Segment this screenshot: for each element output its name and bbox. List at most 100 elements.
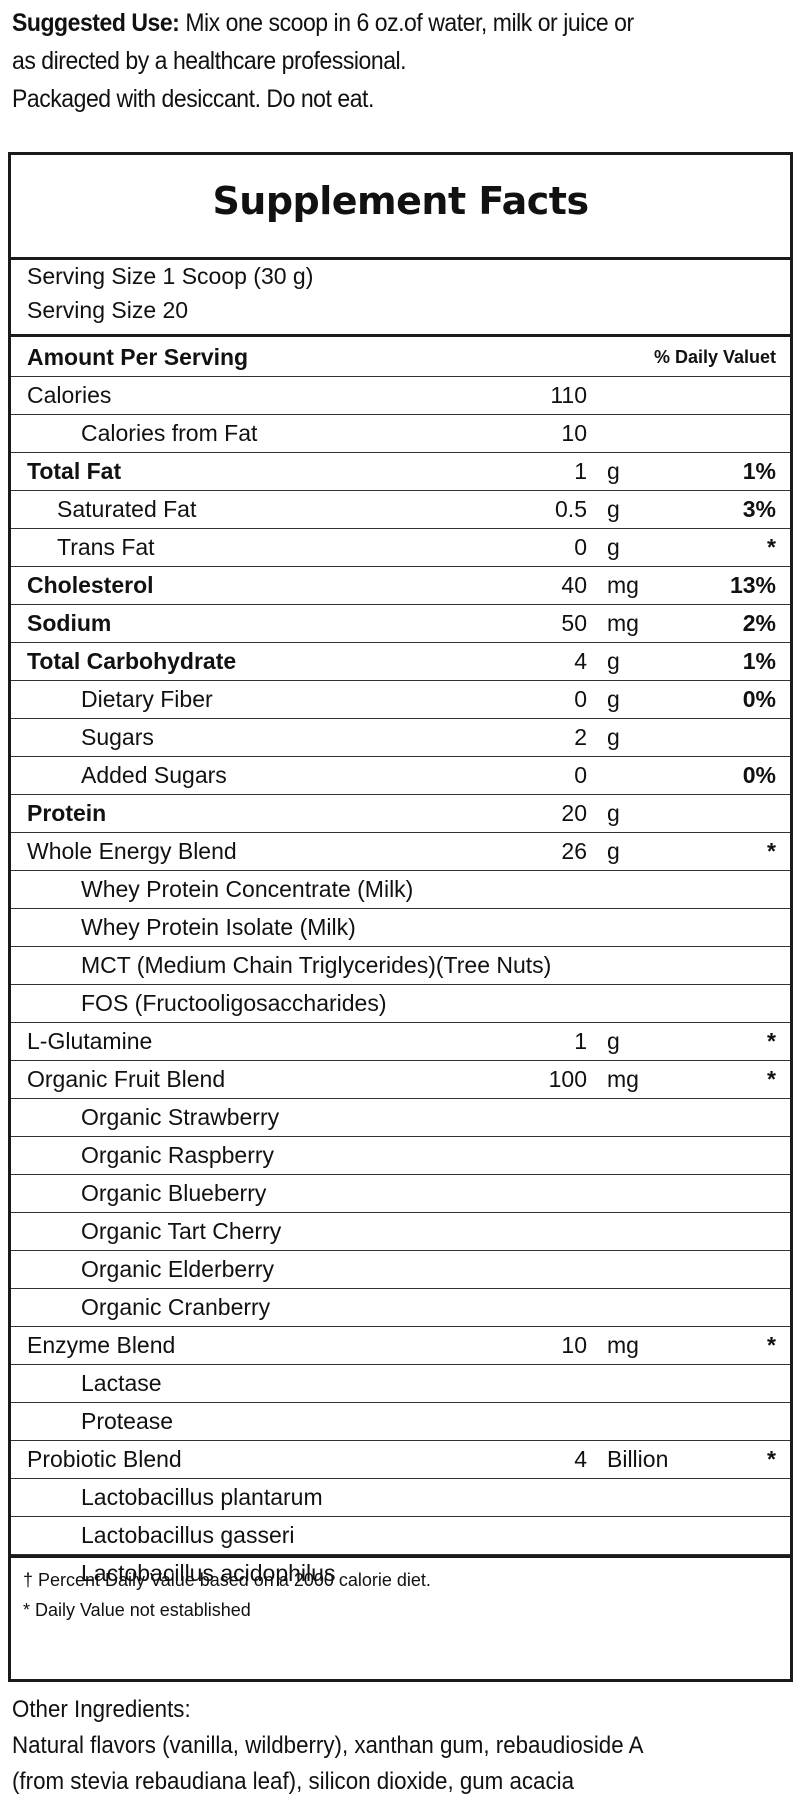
nutrient-name: Whey Protein Concentrate (Milk) [81,876,414,902]
amount-per-serving-label: Amount Per Serving [27,344,249,370]
nutrient-unit: g [607,496,620,522]
nutrient-daily-value: 0% [742,686,776,712]
nutrient-daily-value: * [767,1332,776,1358]
nutrient-amount: 50 [561,610,587,636]
nutrient-name: Lactobacillus gasseri [81,1522,295,1548]
nutrient-unit: Billion [607,1446,669,1472]
nutrient-daily-value: * [767,1066,776,1092]
nutrient-daily-value: 0% [742,762,776,788]
nutrient-name: Protease [81,1408,174,1434]
facts-row: Calories 110 [11,377,790,415]
suggested-use-label: Suggested Use: [12,9,180,37]
nutrient-name: Sodium [27,610,112,636]
facts-row: Sodium 50 mg 2% [11,605,790,643]
nutrient-name: Dietary Fiber [81,686,213,712]
nutrient-name: Whey Protein Isolate (Milk) [81,914,356,940]
footnote-percent-dv: † Percent Daily Value based on a 2000 ca… [23,1570,431,1590]
facts-row: Protease [11,1403,790,1441]
nutrient-unit: mg [607,1332,639,1358]
nutrient-daily-value: 13% [729,572,776,598]
nutrient-unit: mg [607,572,639,598]
footnote-divider [11,1555,790,1558]
nutrient-name: Protein [27,800,107,826]
facts-row: Whey Protein Concentrate (Milk) [11,871,790,909]
nutrient-name: Trans Fat [57,534,155,560]
nutrient-name: Sugars [81,724,154,750]
nutrient-unit: g [607,458,620,484]
servings-per-container: Serving Size 20 [27,297,189,323]
facts-row: Saturated Fat 0.5 g 3% [11,491,790,529]
facts-row: Lactobacillus gasseri [11,1517,790,1555]
facts-row: Organic Fruit Blend 100 mg * [11,1061,790,1099]
facts-row: Organic Blueberry [11,1175,790,1213]
nutrient-name: Lactobacillus plantarum [81,1484,323,1510]
nutrient-daily-value: * [767,1028,776,1054]
nutrient-unit: g [607,534,620,560]
nutrient-name: Added Sugars [81,762,227,788]
nutrient-amount: 20 [561,800,587,826]
suggested-use-text: Suggested Use: Mix one scoop in 6 oz.of … [12,4,730,118]
nutrient-daily-value: * [767,1446,776,1472]
nutrient-name: Organic Cranberry [81,1294,271,1320]
nutrient-amount: 100 [548,1066,587,1092]
facts-row: Organic Tart Cherry [11,1213,790,1251]
nutrient-amount: 2 [574,724,587,750]
nutrient-daily-value: * [767,838,776,864]
nutrient-name: Lactase [81,1370,162,1396]
nutrient-amount: 0 [574,762,587,788]
nutrient-name: Organic Blueberry [81,1180,267,1206]
nutrient-name: L-Glutamine [27,1028,153,1054]
facts-row: L-Glutamine 1 g * [11,1023,790,1061]
facts-row: Probiotic Blend 4 Billion * [11,1441,790,1479]
nutrient-daily-value: 3% [742,496,776,522]
nutrient-name: Saturated Fat [57,496,197,522]
nutrient-name: Organic Strawberry [81,1104,280,1130]
other-ingredients-line-1: Natural flavors (vanilla, wildberry), xa… [12,1732,644,1759]
facts-row: Lactobacillus plantarum [11,1479,790,1517]
nutrient-name: Organic Fruit Blend [27,1066,226,1092]
facts-row: Organic Cranberry [11,1289,790,1327]
nutrient-daily-value: * [767,534,776,560]
suggested-use-line-1: Suggested Use: Mix one scoop in 6 oz.of … [12,4,730,42]
nutrient-amount: 4 [574,1446,587,1472]
serving-size: Serving Size 1 Scoop (30 g) [27,263,314,289]
facts-row: Total Carbohydrate 4 g 1% [11,643,790,681]
facts-row: Cholesterol 40 mg 13% [11,567,790,605]
facts-row: Trans Fat 0 g * [11,529,790,567]
nutrient-amount: 0.5 [555,496,587,522]
other-ingredients-label: Other Ingredients: [12,1696,191,1723]
nutrient-name: Calories [27,382,112,408]
nutrient-unit: g [607,724,620,750]
nutrient-name: Organic Elderberry [81,1256,275,1282]
nutrient-unit: g [607,1028,620,1054]
nutrient-name: Total Carbohydrate [27,648,237,674]
facts-row: Organic Raspberry [11,1137,790,1175]
other-ingredients-line-2: (from stevia rebaudiana leaf), silicon d… [12,1768,575,1795]
facts-row: Whole Energy Blend 26 g * [11,833,790,871]
footnote-dv-not-established: * Daily Value not established [23,1600,251,1620]
facts-row: Lactobacillus acidophilus [11,1555,790,1593]
nutrient-amount: 26 [561,838,587,864]
nutrient-name: MCT (Medium Chain Triglycerides)(Tree Nu… [81,952,552,978]
facts-row: Organic Elderberry [11,1251,790,1289]
title-divider [11,257,790,260]
nutrient-amount: 1 [574,458,587,484]
facts-row: Whey Protein Isolate (Milk) [11,909,790,947]
nutrient-unit: g [607,686,620,712]
nutrient-amount: 0 [574,534,587,560]
nutrient-amount: 4 [574,648,587,674]
daily-value-label: % Daily Valuet [653,347,776,367]
facts-header-row: Amount Per Serving % Daily Valuet [11,339,790,377]
nutrient-unit: g [607,800,620,826]
footnotes: † Percent Daily Value based on a 2000 ca… [23,1565,431,1625]
facts-row: Enzyme Blend 10 mg * [11,1327,790,1365]
nutrient-name: Organic Tart Cherry [81,1218,282,1244]
nutrient-amount: 40 [561,572,587,598]
nutrient-amount: 10 [561,1332,587,1358]
facts-row: Sugars 2 g [11,719,790,757]
facts-row: Organic Strawberry [11,1099,790,1137]
nutrient-name: Probiotic Blend [27,1446,182,1472]
facts-row: MCT (Medium Chain Triglycerides)(Tree Nu… [11,947,790,985]
nutrient-name: Cholesterol [27,572,154,598]
panel-title: Supplement Facts [212,179,589,223]
